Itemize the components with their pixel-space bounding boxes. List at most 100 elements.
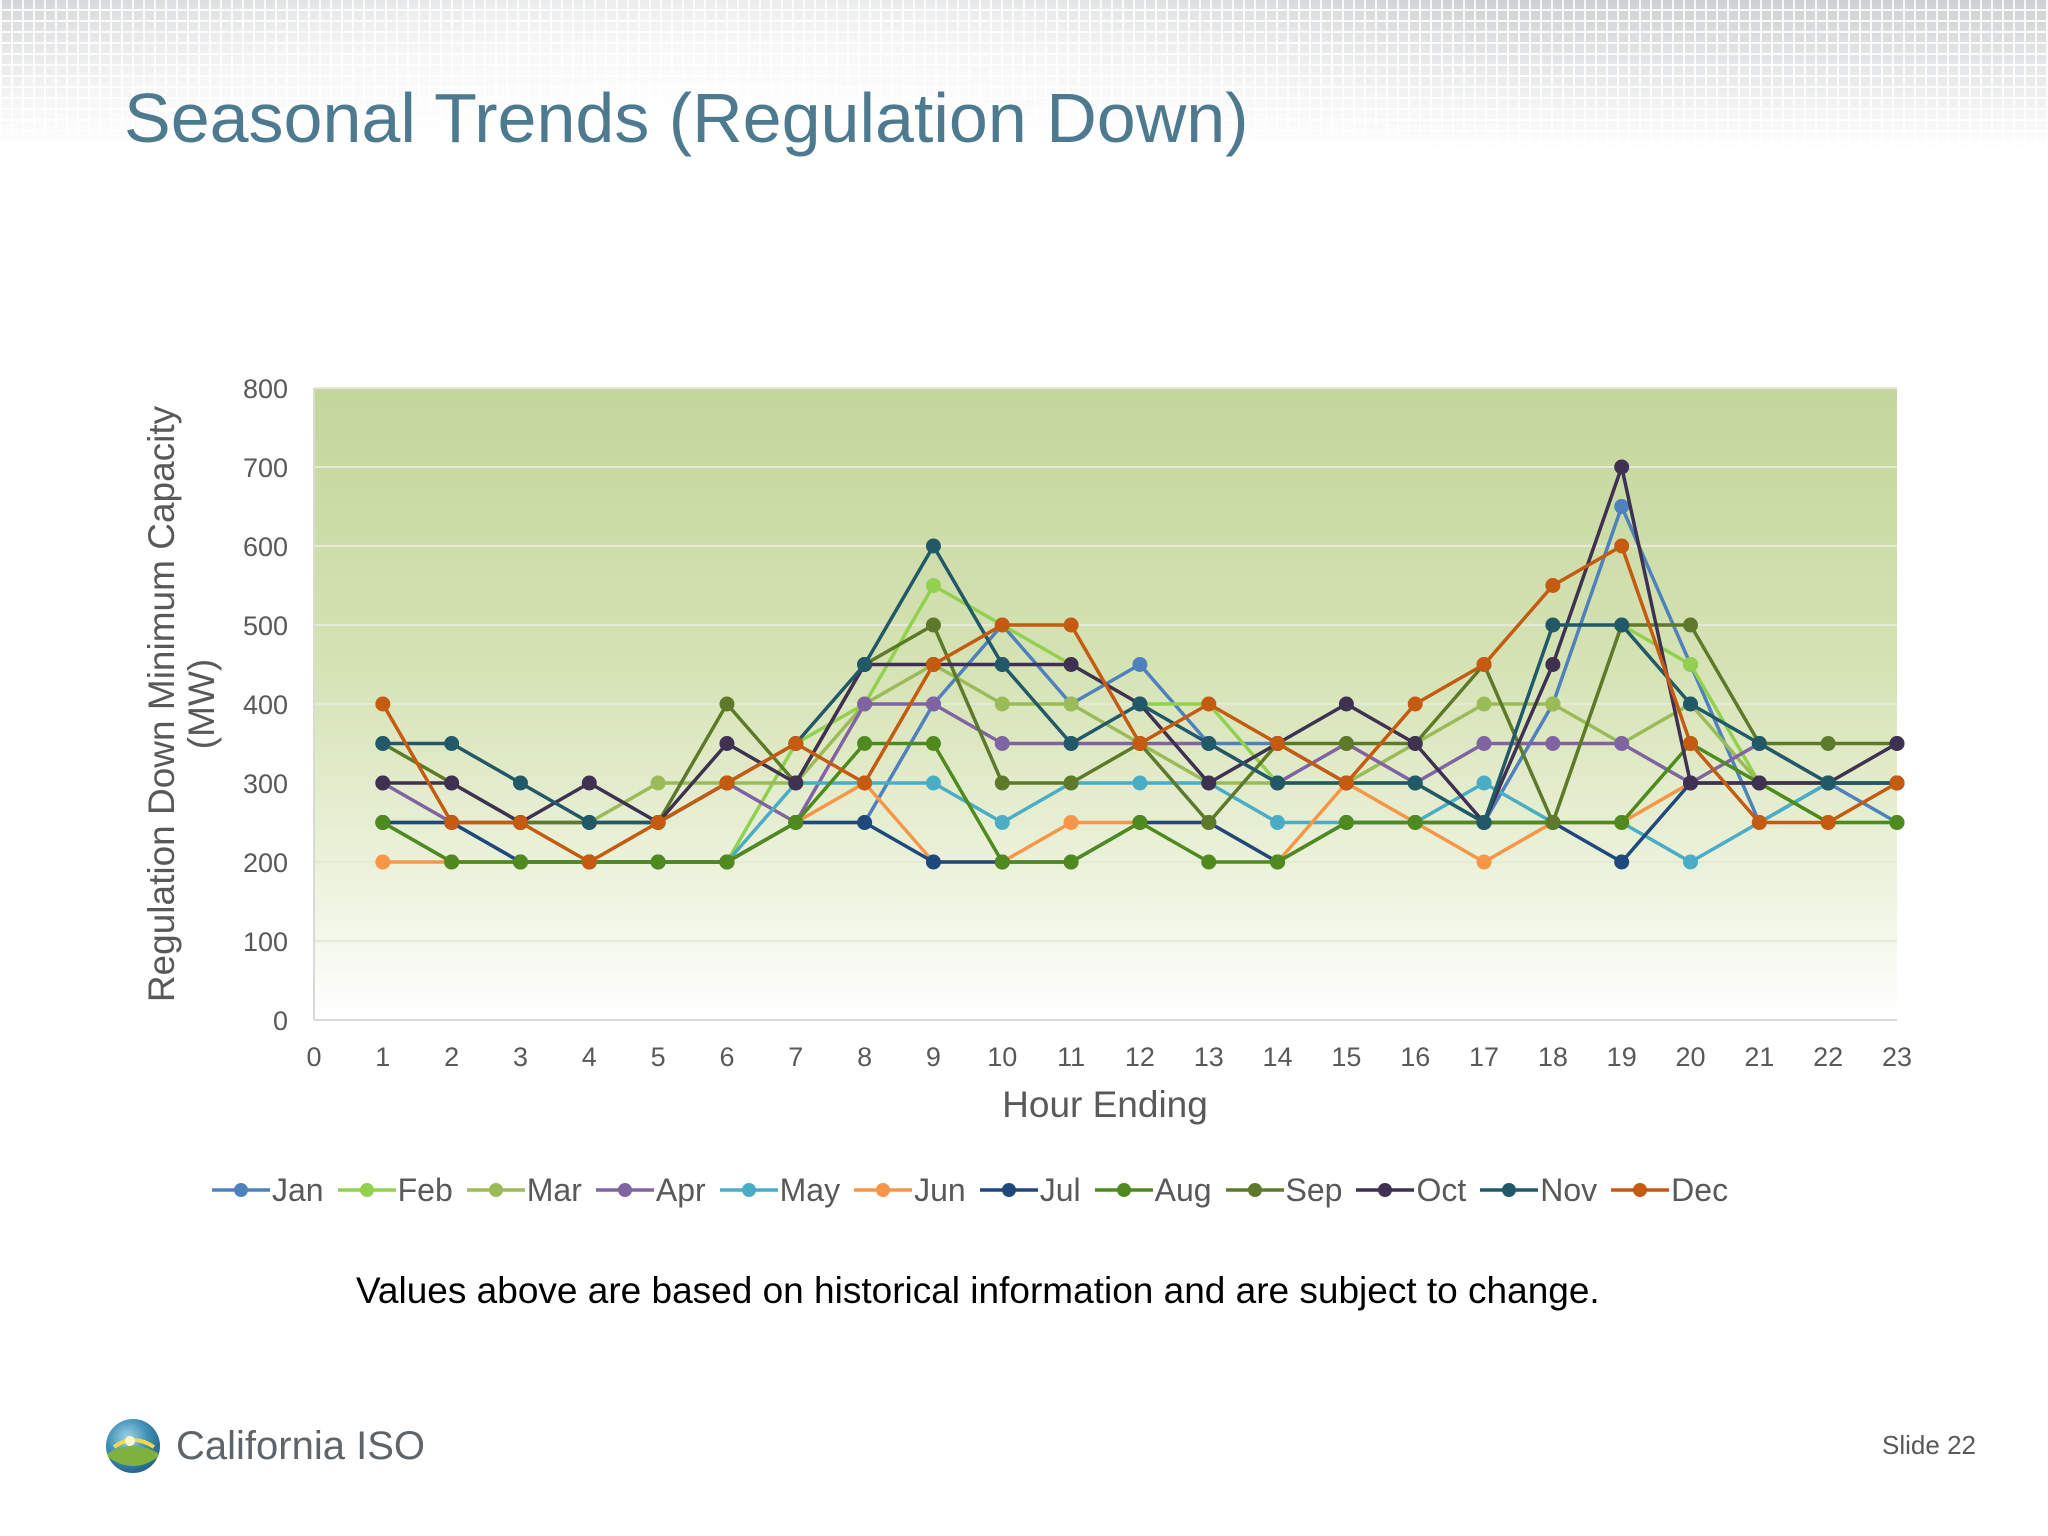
data-point [719, 854, 735, 870]
data-point [444, 775, 460, 791]
data-point [1407, 775, 1423, 791]
data-point [1751, 815, 1767, 830]
data-point [857, 696, 873, 712]
data-point [1751, 736, 1767, 751]
data-point [1270, 854, 1286, 870]
data-point [1063, 617, 1079, 633]
y-axis-unit: (MW) [181, 659, 222, 749]
legend-swatch [1094, 1183, 1153, 1197]
data-point [1407, 736, 1423, 751]
data-point [650, 775, 666, 791]
x-tick-label: 4 [582, 1042, 597, 1072]
legend-label: Jul [1039, 1171, 1081, 1208]
data-point [788, 815, 804, 830]
data-point [1545, 815, 1561, 830]
data-point [925, 736, 941, 751]
legend-swatch [595, 1183, 654, 1197]
data-point [1407, 696, 1423, 712]
legend-label: Apr [655, 1171, 706, 1208]
legend-swatch [719, 1183, 778, 1197]
data-point [375, 775, 391, 791]
x-tick-label: 5 [651, 1042, 666, 1072]
slide-number: Slide 22 [1882, 1430, 1976, 1460]
data-point [1683, 696, 1699, 712]
data-point [1132, 696, 1148, 712]
data-point [444, 815, 460, 830]
legend-swatch [1611, 1183, 1670, 1197]
legend-item-aug: Aug [1094, 1171, 1212, 1209]
data-point [581, 775, 597, 791]
data-point [994, 736, 1010, 751]
data-point [1683, 657, 1699, 672]
x-tick-labels: 0 1 2 3 4 5 6 7 8 9 10 11 12 13 14 15 16 17 18 19 20 21 22 23 [306, 1042, 1912, 1072]
x-tick-label: 11 [1057, 1042, 1085, 1072]
data-point [994, 775, 1010, 791]
legend-swatch [337, 1183, 396, 1197]
data-point [1201, 854, 1217, 870]
legend-label: May [779, 1171, 841, 1208]
x-tick-label: 20 [1675, 1042, 1705, 1072]
y-tick-label: 300 [243, 769, 288, 799]
data-point [1545, 696, 1561, 712]
data-point [925, 578, 941, 593]
data-point [375, 736, 391, 751]
x-tick-label: 6 [719, 1042, 734, 1072]
data-point [1614, 736, 1630, 751]
data-point [512, 815, 528, 830]
data-point [512, 775, 528, 791]
data-point [719, 696, 735, 712]
legend-label: Sep [1285, 1171, 1343, 1208]
data-point [444, 854, 460, 870]
data-point [512, 854, 528, 870]
data-point [1820, 815, 1836, 830]
data-point [650, 815, 666, 830]
data-point [788, 736, 804, 751]
y-axis-title: Regulation Down Minimum Capacity [141, 405, 182, 1002]
data-point [1338, 736, 1354, 751]
y-tick-labels: 0 100 200 300 400 500 600 700 800 [243, 374, 288, 1036]
data-point [1407, 815, 1423, 830]
x-tick-label: 13 [1194, 1042, 1224, 1072]
data-point [1476, 736, 1492, 751]
x-tick-label: 19 [1607, 1042, 1637, 1072]
x-tick-label: 9 [926, 1042, 941, 1072]
x-tick-label: 7 [788, 1042, 803, 1072]
data-point [925, 696, 941, 712]
x-tick-label: 14 [1263, 1042, 1293, 1072]
data-point [925, 617, 941, 633]
data-point [1545, 617, 1561, 633]
legend-swatch [854, 1183, 913, 1197]
y-tick-label: 200 [243, 848, 288, 878]
data-point [994, 815, 1010, 830]
legend-label: Dec [1671, 1171, 1729, 1208]
logo-text: California ISO [176, 1423, 425, 1468]
data-point [1063, 775, 1079, 791]
legend-swatch [1225, 1183, 1284, 1197]
header-fade [0, 0, 2048, 150]
legend-item-may: May [719, 1171, 841, 1209]
data-point [925, 775, 941, 791]
legend-label: Jan [272, 1171, 324, 1208]
data-point [1476, 815, 1492, 830]
x-tick-label: 0 [306, 1042, 321, 1072]
data-point [1614, 538, 1630, 554]
data-point [1889, 815, 1905, 830]
data-point [1683, 617, 1699, 633]
data-point [1545, 736, 1561, 751]
data-point [1820, 775, 1836, 791]
x-tick-label: 17 [1469, 1042, 1499, 1072]
series-dec [375, 538, 1905, 870]
data-point [994, 657, 1010, 672]
data-point [375, 696, 391, 712]
data-point [1270, 736, 1286, 751]
data-point [1132, 657, 1148, 672]
legend-item-mar: Mar [466, 1171, 582, 1209]
legend-label: Aug [1154, 1171, 1212, 1208]
legend-swatch [979, 1183, 1038, 1197]
data-point [1614, 499, 1630, 514]
x-tick-label: 3 [513, 1042, 528, 1072]
data-point [581, 815, 597, 830]
data-point [925, 657, 941, 672]
legend-label: Mar [526, 1171, 582, 1208]
